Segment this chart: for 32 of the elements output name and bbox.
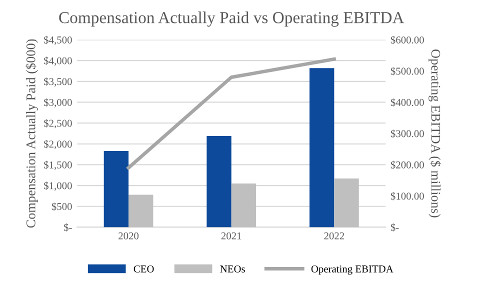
- bar: [231, 183, 256, 228]
- legend-label: NEOs: [220, 265, 245, 272]
- y2-tick-label: $400.00: [390, 98, 424, 107]
- bar: [104, 150, 129, 228]
- y-axis-title: Compensation Actually Paid ($000): [26, 39, 38, 228]
- x-tick-label: 2020: [118, 232, 139, 240]
- y-tick-label: $500: [52, 202, 72, 211]
- y-tick-label: $4,500: [44, 36, 72, 45]
- y-tick-label: $4,000: [44, 56, 72, 66]
- y-tick-label: $-: [64, 223, 72, 232]
- chart-title: Compensation Actually Paid vs Operating EBITDA: [59, 12, 404, 27]
- y-tick-label: $1,500: [44, 160, 72, 170]
- y2-tick-label: $600.00: [390, 36, 424, 44]
- y-tick-label: $2,000: [44, 140, 72, 150]
- y-tick-label: $3,500: [44, 77, 72, 87]
- y-tick-label: $2,500: [44, 119, 72, 128]
- y2-tick-label: $-: [390, 223, 399, 232]
- legend-label: CEO: [134, 265, 154, 272]
- bar: [310, 68, 334, 228]
- y2-tick-label: $500.00: [390, 67, 424, 76]
- x-tick-label: 2022: [324, 232, 344, 240]
- y2-tick-label: $200.00: [390, 160, 424, 170]
- bar: [334, 178, 359, 228]
- x-tick-label: 2021: [221, 232, 242, 240]
- y-tick-label: $3,000: [44, 98, 72, 108]
- y-tick-label: $1,000: [44, 182, 72, 191]
- y2-tick-label: $100.00: [390, 192, 424, 200]
- legend-label: Operating EBITDA: [311, 265, 394, 275]
- bar: [128, 194, 154, 228]
- bar: [206, 136, 232, 228]
- y2-tick-label: $300.00: [390, 130, 424, 138]
- y2-axis-title: Operating EBITDA ($ millions): [428, 50, 441, 218]
